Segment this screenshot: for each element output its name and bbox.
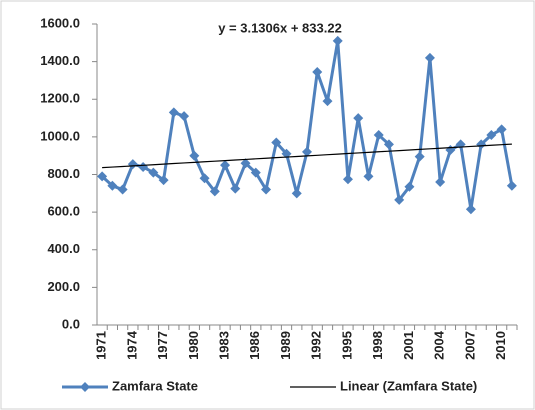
data-point <box>209 186 220 197</box>
x-tick-label: 1992 <box>309 331 324 360</box>
legend-marker <box>80 382 90 392</box>
x-tick-label: 2010 <box>493 331 508 360</box>
data-point <box>291 188 302 199</box>
data-point <box>168 107 179 118</box>
data-point <box>465 204 476 215</box>
data-point <box>250 167 261 178</box>
trendline-equation: y = 3.1306x + 833.22 <box>218 20 342 35</box>
legend-label: Linear (Zamfara State) <box>340 378 477 393</box>
data-point <box>230 183 241 194</box>
x-tick-label: 1980 <box>186 331 201 360</box>
data-point <box>189 150 200 161</box>
data-point <box>240 158 251 169</box>
x-tick-label: 1974 <box>124 330 139 360</box>
data-point <box>127 159 138 170</box>
data-point <box>117 184 128 195</box>
data-point <box>261 184 272 195</box>
data-point <box>496 124 507 135</box>
data-point <box>271 137 282 148</box>
x-tick-label: 1998 <box>370 331 385 360</box>
data-point <box>394 194 405 205</box>
x-tick-label: 1977 <box>155 331 170 360</box>
y-tick-label: 800.0 <box>47 166 80 181</box>
data-point <box>342 174 353 185</box>
data-point <box>506 180 517 191</box>
data-point <box>332 35 343 46</box>
data-point <box>138 161 149 172</box>
y-tick-label: 400.0 <box>47 241 80 256</box>
x-tick-label: 1989 <box>278 331 293 360</box>
y-tick-label: 1600.0 <box>40 15 80 30</box>
y-tick-label: 1000.0 <box>40 128 80 143</box>
data-point <box>435 177 446 188</box>
data-point <box>424 52 435 63</box>
x-tick-label: 2001 <box>401 331 416 360</box>
x-tick-label: 1995 <box>339 331 354 360</box>
data-point <box>383 139 394 150</box>
data-point <box>486 129 497 140</box>
data-point <box>322 96 333 107</box>
data-point <box>281 148 292 159</box>
data-point <box>220 160 231 171</box>
x-tick-label: 1986 <box>247 331 262 360</box>
data-point <box>353 113 364 124</box>
data-point <box>363 171 374 182</box>
data-point <box>312 66 323 77</box>
data-point <box>158 175 169 186</box>
y-tick-label: 1400.0 <box>40 53 80 68</box>
y-tick-label: 1200.0 <box>40 91 80 106</box>
x-tick-label: 2004 <box>432 330 447 360</box>
x-tick-label: 2007 <box>462 331 477 360</box>
data-point <box>179 111 190 122</box>
y-tick-label: 600.0 <box>47 204 80 219</box>
data-point <box>199 173 210 184</box>
y-tick-label: 200.0 <box>47 279 80 294</box>
data-point <box>148 167 159 178</box>
trend-line <box>102 143 512 169</box>
data-point <box>302 146 312 157</box>
data-point <box>414 151 425 162</box>
legend-label: Zamfara State <box>112 378 198 393</box>
x-tick-label: 1971 <box>94 331 109 360</box>
x-tick-label: 1983 <box>216 331 231 360</box>
data-point <box>476 139 487 150</box>
data-point <box>373 129 384 140</box>
data-point <box>107 180 118 191</box>
y-tick-label: 0.0 <box>62 316 80 331</box>
data-point <box>97 171 108 182</box>
data-point <box>404 181 415 192</box>
